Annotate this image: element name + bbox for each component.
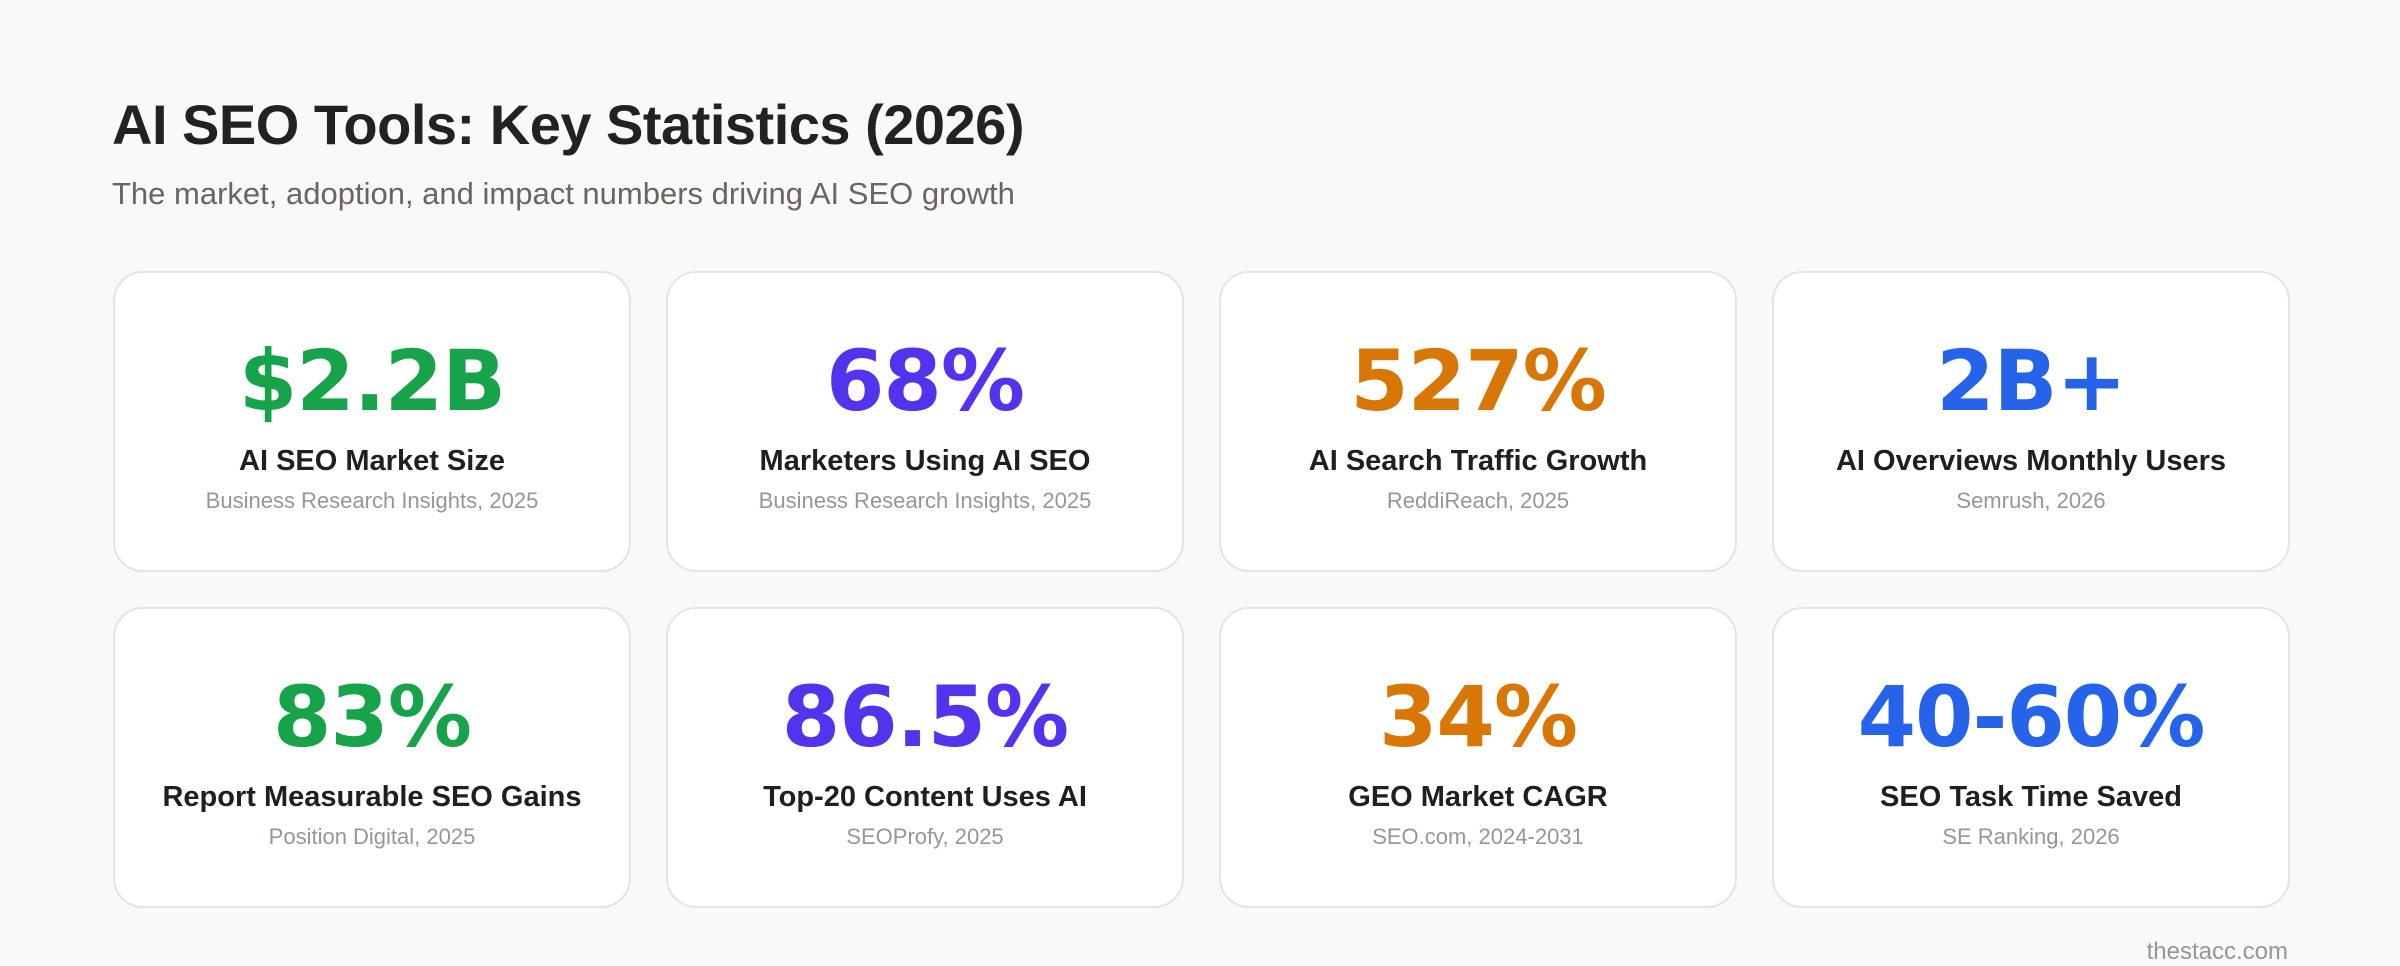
stat-source: Position Digital, 2025 bbox=[268, 824, 476, 849]
footer-credit: thestacc.com bbox=[2146, 938, 2288, 965]
stat-source: SEOProfy, 2025 bbox=[846, 824, 1004, 849]
stat-label: AI Overviews Monthly Users bbox=[1835, 445, 2227, 477]
stat-label: AI SEO Market Size bbox=[239, 445, 505, 477]
stat-label: SEO Task Time Saved bbox=[1880, 781, 2182, 813]
stat-source: SEO.com, 2024-2031 bbox=[1372, 824, 1584, 849]
stat-source: ReddiReach, 2025 bbox=[1386, 488, 1570, 513]
stat-value: 527% bbox=[1350, 332, 1607, 430]
stat-source: SE Ranking, 2026 bbox=[1942, 824, 2120, 849]
stat-label: GEO Market CAGR bbox=[1348, 781, 1608, 813]
stat-card: $2.2B AI SEO Market Size Business Research… bbox=[113, 271, 631, 572]
stat-label: Marketers Using AI SEO bbox=[759, 445, 1091, 477]
page-title: AI SEO Tools: Key Statistics (2026) bbox=[112, 93, 1024, 156]
stat-value: 83% bbox=[272, 668, 472, 766]
stat-grid: $2.2B AI SEO Market Size Business Research… bbox=[113, 271, 2290, 908]
stat-source: Business Research Insights, 2025 bbox=[758, 488, 1092, 513]
stat-card: 40-60% SEO Task Time Saved SE Ranking, 202… bbox=[1772, 607, 2290, 908]
stat-source: Semrush, 2026 bbox=[1956, 488, 2106, 513]
stat-card: 68% Marketers Using AI SEO Business Resear… bbox=[666, 271, 1184, 572]
page-subtitle: The market, adoption, and impact numbers… bbox=[112, 176, 1015, 211]
stat-label: Top-20 Content Uses AI bbox=[763, 781, 1087, 813]
stat-label: AI Search Traffic Growth bbox=[1308, 445, 1648, 477]
stat-value: 86.5% bbox=[781, 668, 1069, 766]
stat-card: 83% Report Measurable SEO Gains Position D… bbox=[113, 607, 631, 908]
stat-card: 86.5% Top-20 Content Uses AI SEOProfy, 202… bbox=[666, 607, 1184, 908]
stat-label: Report Measurable SEO Gains bbox=[162, 781, 582, 813]
stat-card: 2B+ AI Overviews Monthly Users Semrush, 20… bbox=[1772, 271, 2290, 572]
stat-value: $2.2B bbox=[238, 332, 506, 430]
stat-value: 40-60% bbox=[1857, 668, 2206, 766]
stat-value: 68% bbox=[825, 332, 1025, 430]
stat-source: Business Research Insights, 2025 bbox=[205, 488, 539, 513]
stat-card: 34% GEO Market CAGR SEO.com, 2024-2031 bbox=[1219, 607, 1737, 908]
stat-card: 527% AI Search Traffic Growth ReddiReach, … bbox=[1219, 271, 1737, 572]
stat-value: 2B+ bbox=[1936, 332, 2127, 430]
stat-value: 34% bbox=[1378, 668, 1578, 766]
